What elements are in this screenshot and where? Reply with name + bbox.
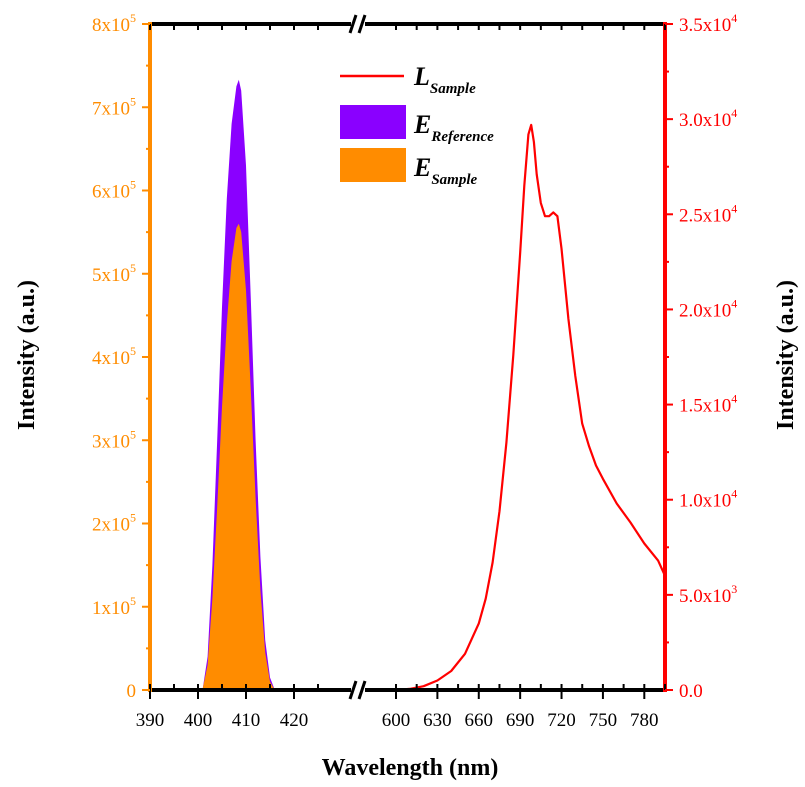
- y-left-tick-label: 4x105: [92, 344, 136, 369]
- axis-ticks: [142, 23, 673, 699]
- y-right-tick-label: 1.5x104: [679, 392, 737, 417]
- axis-titles: Wavelength (nm) Intensity (a.u.) Intensi…: [14, 280, 799, 781]
- y-left-tick-label: 8x105: [92, 11, 136, 36]
- x-tick-label: 400: [184, 710, 213, 731]
- y-left-tick-label: 3x105: [92, 427, 136, 452]
- axis-break-mark: [348, 14, 358, 34]
- excitation-areas: [150, 79, 304, 691]
- legend-swatch-e-sample: [340, 148, 406, 182]
- axis-break-mark: [357, 14, 367, 34]
- x-tick-label: 410: [232, 710, 261, 731]
- y-right-tick-label: 1.0x104: [679, 487, 737, 512]
- legend-label: LSample: [413, 62, 476, 97]
- legend-swatch-e-reference: [340, 105, 406, 139]
- axis-break-mark: [357, 680, 367, 700]
- x-tick-label: 630: [423, 710, 452, 731]
- y-right-tick-label: 5.0x103: [679, 582, 737, 607]
- y-left-tick-label: 6x105: [92, 178, 136, 203]
- x-tick-label: 750: [589, 710, 618, 731]
- x-tick-label: 600: [382, 710, 411, 731]
- y-left-tick-label: 1x105: [92, 594, 136, 619]
- x-tick-label: 780: [630, 710, 659, 731]
- y-left-tick-label: 0: [127, 681, 137, 702]
- legend: LSample EReference ESample: [340, 62, 494, 188]
- x-tick-label: 720: [547, 710, 576, 731]
- legend-label: EReference: [413, 110, 494, 145]
- x-tick-label: 690: [506, 710, 535, 731]
- y-right-tick-label: 3.5x104: [679, 11, 737, 36]
- legend-label: ESample: [413, 153, 478, 188]
- line-l-sample: [395, 123, 667, 692]
- x-tick-label: 420: [280, 710, 309, 731]
- x-tick-label: 390: [136, 710, 165, 731]
- x-tick-label: 660: [465, 710, 494, 731]
- axis-break-mark: [348, 680, 358, 700]
- tick-labels: 390 400 410 420 600 630 660 690 720 750 780 0 1x105 2…: [92, 11, 737, 731]
- x-axis-title: Wavelength (nm): [322, 755, 499, 781]
- emission-line: [395, 123, 667, 692]
- y-right-tick-label: 0.0: [679, 681, 703, 702]
- y-left-tick-label: 7x105: [92, 94, 136, 119]
- y-right-tick-label: 2.0x104: [679, 296, 737, 321]
- y-left-tick-label: 5x105: [92, 261, 136, 286]
- y-axis-title-right: Intensity (a.u.): [773, 280, 799, 430]
- area-e-sample: [150, 223, 304, 691]
- y-axis-title-left: Intensity (a.u.): [14, 280, 40, 430]
- y-right-tick-label: 3.0x104: [679, 106, 737, 131]
- y-right-tick-label: 2.5x104: [679, 201, 737, 226]
- y-left-tick-label: 2x105: [92, 511, 136, 536]
